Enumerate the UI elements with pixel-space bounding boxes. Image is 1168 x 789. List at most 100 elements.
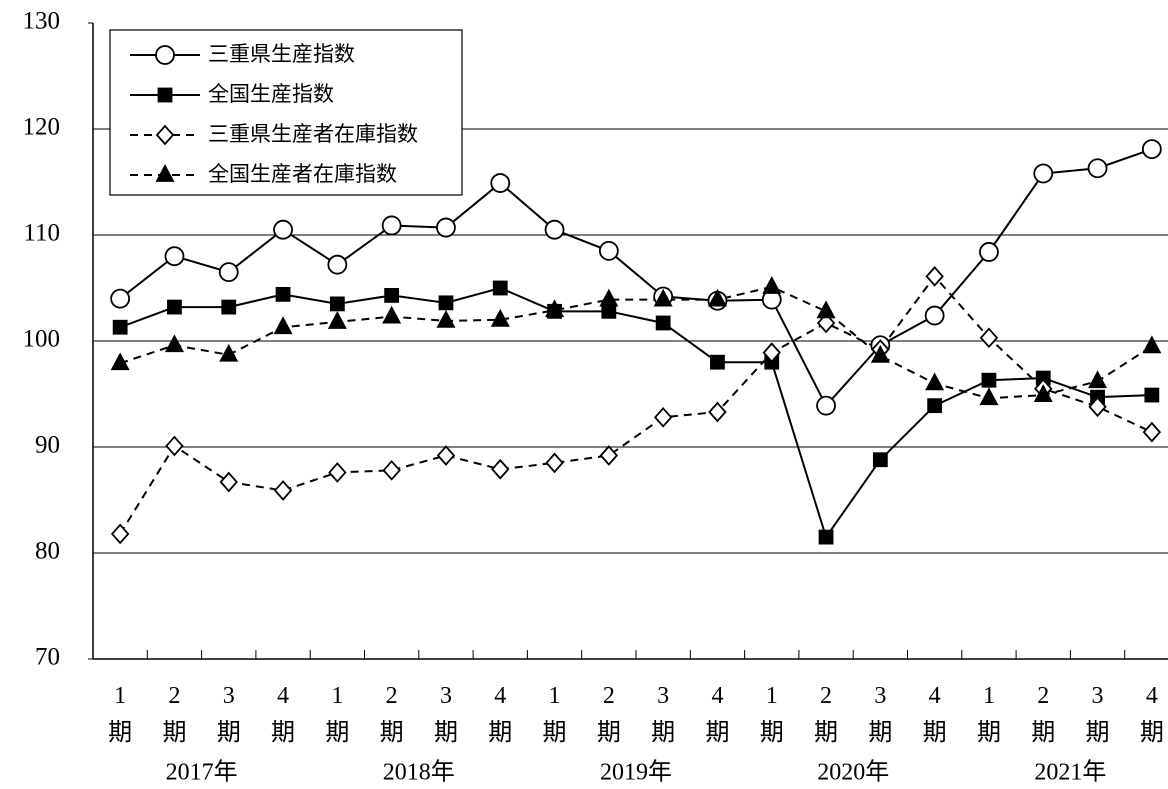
series-line — [119, 148, 1153, 408]
point — [273, 316, 293, 335]
point — [384, 288, 400, 303]
point — [221, 299, 237, 315]
point — [381, 215, 402, 236]
point — [1144, 387, 1160, 403]
point — [762, 342, 781, 364]
point — [818, 529, 834, 545]
point — [438, 295, 454, 311]
point — [112, 319, 128, 335]
point — [382, 305, 402, 324]
point — [327, 311, 347, 329]
point — [273, 219, 293, 240]
x-group-label: 2020年 — [817, 759, 889, 786]
point — [981, 372, 997, 388]
point — [110, 288, 131, 309]
point — [872, 452, 888, 468]
point — [708, 401, 727, 423]
point — [710, 354, 725, 370]
point — [436, 445, 456, 466]
x-group-label: 2017年 — [166, 759, 238, 786]
y-tick-label: 100 — [23, 326, 61, 353]
point — [327, 254, 348, 275]
point — [653, 288, 673, 307]
series-line — [119, 285, 1153, 400]
point — [436, 217, 456, 238]
legend-label: 全国生産者在庫指数 — [208, 162, 397, 186]
point — [490, 173, 511, 193]
point — [545, 299, 565, 318]
point — [490, 308, 510, 327]
point — [925, 372, 945, 391]
point — [218, 262, 239, 283]
legend-marker — [157, 87, 173, 103]
point — [925, 265, 944, 287]
point — [816, 312, 836, 334]
point — [328, 462, 347, 483]
y-tick-label: 130 — [23, 8, 61, 35]
legend-label: 三重県生産者在庫指数 — [208, 122, 418, 146]
point — [219, 471, 238, 493]
point — [1142, 421, 1162, 443]
series-line — [119, 286, 1152, 540]
point — [924, 305, 945, 326]
point — [870, 344, 890, 363]
series-line — [119, 274, 1153, 535]
x-group-label: 2019年 — [600, 759, 672, 786]
point — [275, 286, 291, 302]
point — [601, 303, 617, 319]
point — [219, 343, 239, 362]
point — [979, 327, 999, 349]
point — [1088, 396, 1107, 418]
point — [1033, 384, 1053, 402]
legend-marker — [155, 45, 175, 65]
y-tick-label: 120 — [23, 114, 61, 141]
point — [436, 309, 456, 328]
point — [653, 406, 673, 428]
point — [165, 435, 184, 457]
point — [707, 288, 727, 307]
point — [329, 296, 345, 312]
legend-marker — [155, 164, 175, 182]
point — [1141, 139, 1162, 160]
point — [816, 300, 836, 319]
y-tick-label: 80 — [35, 538, 60, 565]
point — [164, 334, 184, 353]
legend-label: 三重県生産指数 — [208, 42, 355, 66]
point — [927, 398, 943, 414]
point — [167, 299, 182, 315]
legend-label: 全国生産指数 — [208, 82, 334, 106]
point — [382, 459, 401, 481]
point — [492, 280, 508, 296]
y-tick-label: 90 — [35, 432, 60, 459]
point — [599, 445, 619, 466]
point — [599, 288, 619, 307]
point — [762, 276, 782, 294]
y-tick-label: 110 — [23, 220, 60, 247]
point — [979, 387, 999, 406]
point — [164, 246, 185, 267]
point — [1142, 335, 1162, 354]
point — [1088, 370, 1108, 389]
